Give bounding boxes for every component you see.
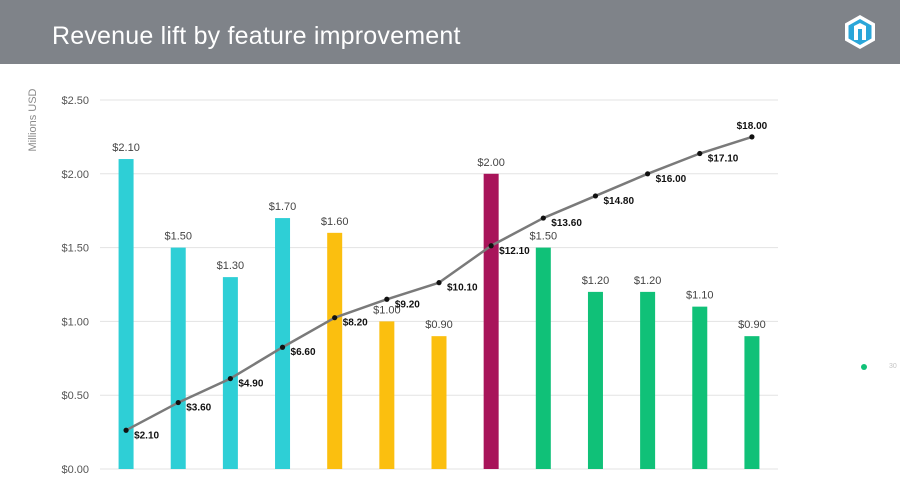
page-title: Revenue lift by feature improvement: [52, 22, 461, 50]
line-point: [592, 193, 599, 199]
side-legend-dot: [861, 364, 867, 370]
bar-data-label: $2.10: [112, 142, 140, 154]
bar-data-label: $0.90: [738, 319, 766, 331]
line-point: [488, 243, 494, 249]
bar-data-label: $2.00: [477, 157, 505, 169]
bar: [327, 232, 343, 469]
bar: [275, 218, 291, 469]
bar-data-label: $1.50: [530, 231, 558, 243]
line-data-label: $6.60: [291, 347, 316, 358]
line-data-label: $4.90: [238, 379, 263, 390]
line-point: [384, 296, 390, 302]
line-point: [279, 344, 286, 350]
y-tick-label: $1.50: [61, 243, 89, 255]
line-point: [749, 134, 755, 140]
bar: [379, 321, 395, 469]
line-data-label: $13.60: [551, 218, 582, 229]
bar-data-label: $0.90: [425, 319, 453, 331]
bar-data-label: $1.00: [373, 304, 401, 316]
bar: [431, 336, 447, 469]
line-data-label: $18.00: [737, 121, 768, 132]
line-data-label: $17.10: [708, 154, 739, 165]
title-bar: Revenue lift by feature improvement: [0, 0, 900, 64]
y-tick-label: $2.50: [61, 95, 89, 107]
bar: [483, 173, 499, 470]
line-data-label: $8.20: [343, 318, 368, 329]
bar: [118, 159, 134, 470]
line-point: [227, 375, 233, 382]
bar: [222, 277, 238, 469]
y-tick-label: $0.50: [61, 390, 89, 402]
bar-data-label: $1.50: [164, 231, 192, 243]
bar: [587, 291, 603, 469]
bar-data-label: $1.30: [217, 260, 245, 272]
bar-data-label: $1.70: [269, 201, 297, 213]
bar: [692, 306, 708, 469]
line-data-label: $16.00: [656, 174, 687, 185]
bar: [535, 247, 551, 469]
bar: [170, 247, 186, 469]
line-data-label: $3.60: [186, 403, 211, 414]
bar: [744, 336, 760, 469]
side-note-text: 30: [889, 363, 897, 370]
bar-data-label: $1.60: [321, 216, 349, 228]
line-data-label: $10.10: [447, 283, 478, 294]
y-tick-label: $2.00: [61, 169, 89, 181]
hexagon-logo-icon: [845, 15, 875, 49]
y-tick-label: $0.00: [61, 464, 89, 476]
line-point: [540, 215, 546, 221]
bar-data-label: $1.20: [582, 275, 610, 287]
line-point: [436, 280, 442, 286]
line-data-label: $14.80: [603, 196, 634, 207]
line-point: [175, 399, 181, 406]
line-point: [332, 315, 338, 321]
bar: [640, 291, 656, 469]
line-data-label: $2.10: [134, 430, 159, 441]
bar-data-label: $1.20: [634, 275, 662, 287]
bar-data-label: $1.10: [686, 290, 714, 302]
line-point: [123, 427, 129, 433]
line-point: [697, 150, 703, 157]
line-point: [645, 171, 651, 177]
line-data-label: $12.10: [499, 246, 530, 257]
line-data-label: $9.20: [395, 299, 420, 310]
y-tick-label: $1.00: [61, 316, 89, 328]
